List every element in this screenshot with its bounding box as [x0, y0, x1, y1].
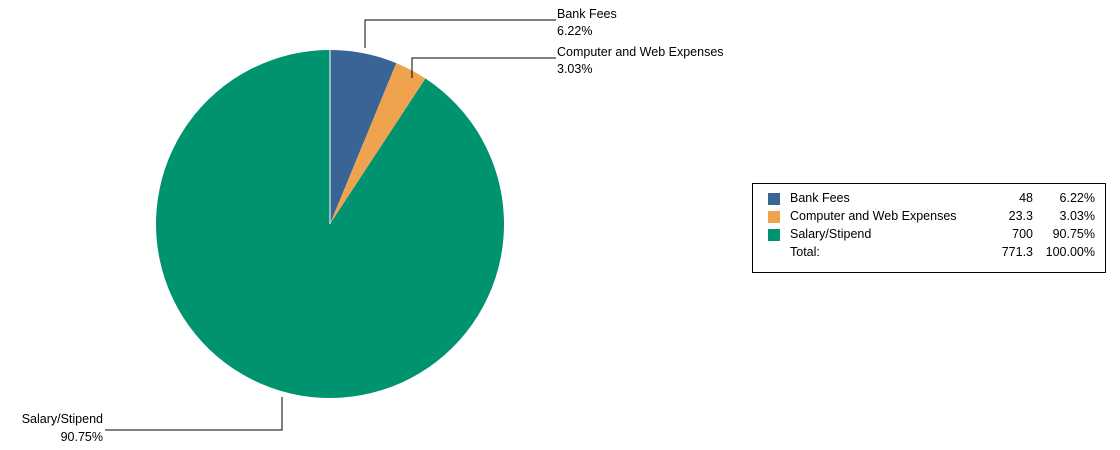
legend-value: 23.3 — [1008, 209, 1033, 223]
slice-leader-lines — [105, 19, 556, 431]
leader-line — [364, 19, 556, 48]
legend-total-percent: 100.00% — [1045, 245, 1095, 259]
legend-value: 48 — [1019, 191, 1033, 205]
slice-percent-label: 90.75% — [61, 430, 103, 444]
pie-slice-computer-and-web-expenses — [330, 63, 426, 224]
legend-total-row: Total: 771.3 100.00% — [753, 244, 1105, 262]
slice-labels: Bank Fees 6.22% Computer and Web Expenses 3… — [22, 7, 724, 444]
legend-item-bank-fees: Bank Fees 48 6.22% — [753, 190, 1105, 208]
legend-label: Salary/Stipend — [790, 227, 872, 241]
legend-item-salary-stipend: Salary/Stipend 700 90.75% — [753, 226, 1105, 244]
leader-line — [105, 397, 283, 431]
slice-percent-label: 3.03% — [557, 62, 592, 76]
legend-percent: 6.22% — [1059, 191, 1095, 205]
legend-swatch — [768, 211, 780, 223]
legend-percent: 3.03% — [1059, 209, 1095, 223]
legend-percent: 90.75% — [1052, 227, 1095, 241]
legend-label: Computer and Web Expenses — [790, 209, 957, 223]
legend-label: Bank Fees — [790, 191, 850, 205]
pie-slice-bank-fees — [330, 50, 397, 224]
slice-label: Bank Fees — [557, 7, 617, 21]
slice-percent-label: 6.22% — [557, 24, 592, 38]
pie-slices — [156, 50, 505, 398]
legend: Bank Fees 48 6.22% Computer and Web Expe… — [752, 183, 1106, 273]
legend-total-value: 771.3 — [1001, 245, 1033, 259]
legend-item-computer-and-web-expenses: Computer and Web Expenses 23.3 3.03% — [753, 208, 1105, 226]
legend-value: 700 — [1012, 227, 1033, 241]
leader-line — [411, 57, 556, 78]
slice-label: Computer and Web Expenses — [557, 45, 724, 59]
legend-swatch — [768, 229, 780, 241]
legend-total-label: Total: — [790, 245, 820, 259]
legend-swatch — [768, 193, 780, 205]
slice-label: Salary/Stipend — [22, 412, 103, 426]
